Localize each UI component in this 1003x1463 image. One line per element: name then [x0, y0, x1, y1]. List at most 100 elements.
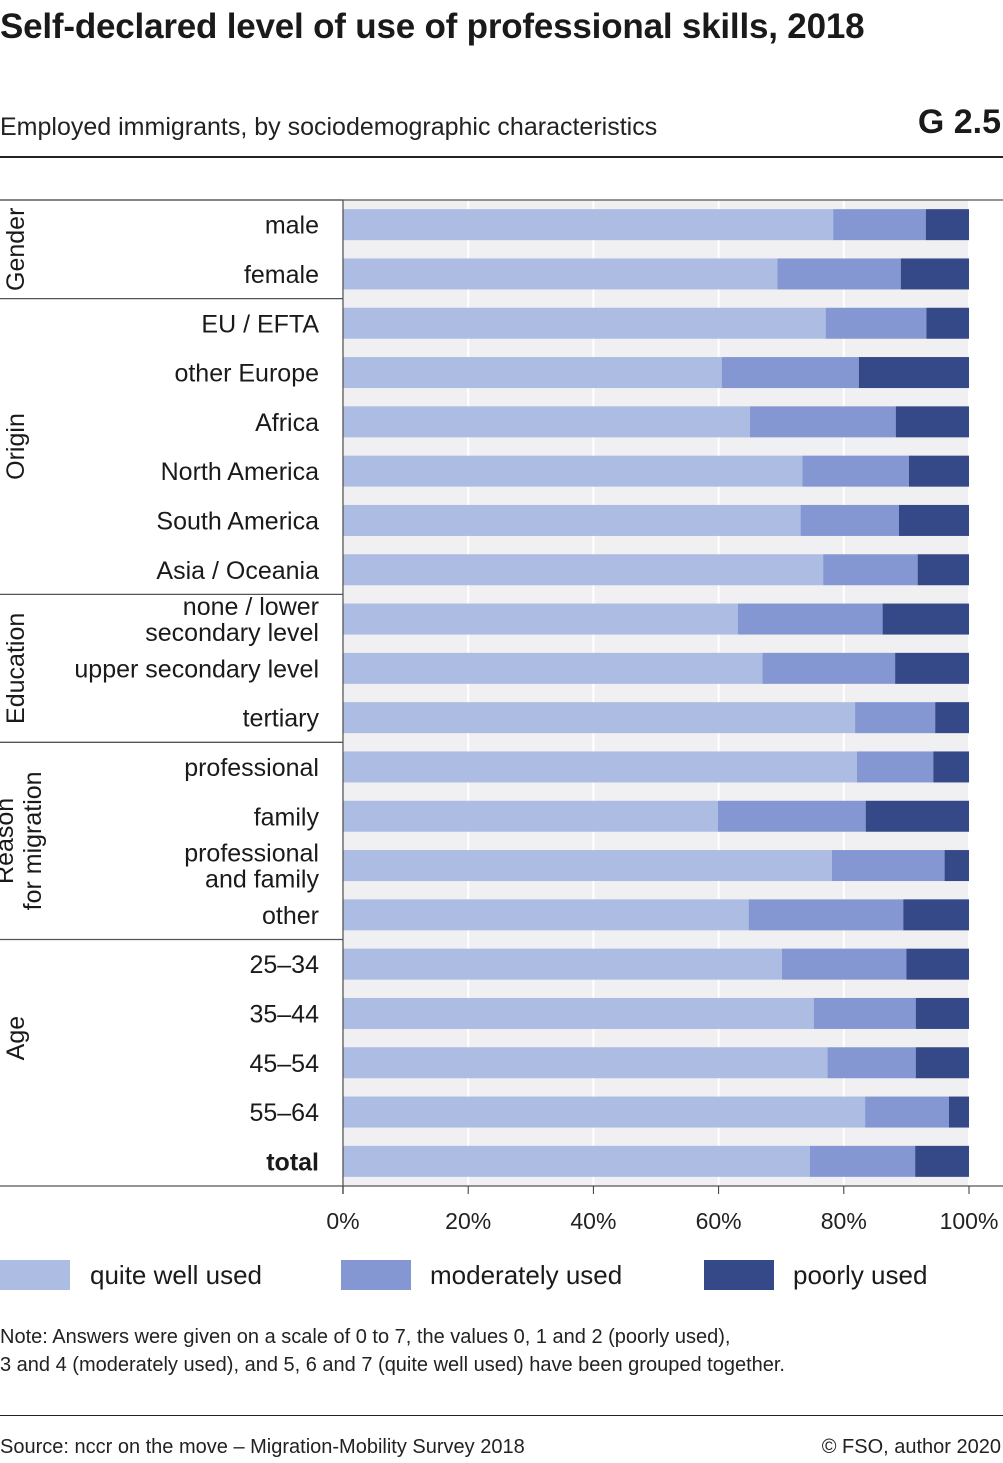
legend-label-poorly-used: poorly used — [793, 1260, 928, 1290]
bar-quite-well-used-other — [343, 899, 749, 931]
category-label-none-lower-secondary-level: none / lower secondary level — [145, 593, 319, 647]
header-rule — [0, 156, 1003, 158]
bar-moderately-used-professional — [856, 751, 934, 783]
category-label-total: total — [266, 1148, 319, 1176]
bar-moderately-used-45-54 — [827, 1047, 916, 1079]
bar-moderately-used-other-europe — [721, 357, 859, 389]
bar-quite-well-used-asia-oceania — [343, 554, 824, 586]
bar-moderately-used-tertiary — [855, 702, 936, 734]
category-label-35-44: 35–44 — [249, 1000, 319, 1028]
bar-quite-well-used-south-america — [343, 504, 801, 536]
category-label-other-europe: other Europe — [174, 360, 319, 388]
bar-moderately-used-male — [833, 209, 926, 241]
bar-poorly-used-25-34 — [906, 948, 969, 980]
chart-subtitle: Employed immigrants, by sociodemographic… — [0, 113, 658, 141]
x-tick-label: 0% — [326, 1208, 359, 1234]
bar-poorly-used-45-54 — [915, 1047, 969, 1079]
chart-note: Note: Answers were given on a scale of 0… — [0, 1323, 1000, 1379]
category-label-upper-secondary-level: upper secondary level — [74, 655, 319, 683]
bar-poorly-used-55-64 — [948, 1096, 969, 1128]
bar-poorly-used-35-44 — [915, 997, 969, 1029]
bar-poorly-used-professional-and-family — [944, 850, 969, 882]
bar-moderately-used-55-64 — [865, 1096, 949, 1128]
bar-poorly-used-male — [925, 209, 969, 241]
bar-poorly-used-female — [900, 258, 969, 290]
category-label-family: family — [254, 803, 320, 831]
category-label-north-america: North America — [161, 458, 319, 486]
bar-quite-well-used-tertiary — [343, 702, 856, 734]
category-label-professional: professional — [184, 754, 319, 782]
category-label-female: female — [244, 261, 319, 289]
bar-moderately-used-25-34 — [781, 948, 907, 980]
x-tick-label: 20% — [445, 1208, 491, 1234]
bar-quite-well-used-35-44 — [343, 997, 814, 1029]
bar-quite-well-used-male — [343, 209, 834, 241]
bar-poorly-used-total — [915, 1145, 969, 1177]
bar-quite-well-used-eu-efta — [343, 307, 826, 339]
x-tick-label: 60% — [696, 1208, 742, 1234]
bar-poorly-used-none-lower-secondary-level — [882, 603, 969, 635]
bar-poorly-used-other-europe — [858, 357, 969, 389]
bar-quite-well-used-professional-and-family — [343, 850, 832, 882]
bar-quite-well-used-africa — [343, 406, 750, 438]
bar-poorly-used-south-america — [898, 504, 969, 536]
bar-quite-well-used-45-54 — [343, 1047, 828, 1079]
bar-poorly-used-other — [903, 899, 969, 931]
category-label-45-54: 45–54 — [249, 1050, 319, 1078]
bar-poorly-used-asia-oceania — [917, 554, 969, 586]
x-tick-label: 100% — [940, 1208, 999, 1234]
bar-moderately-used-other — [748, 899, 904, 931]
plot-area — [343, 200, 969, 1186]
note-line-2: 3 and 4 (moderately used), and 5, 6 and … — [0, 1354, 785, 1376]
bar-quite-well-used-family — [343, 800, 718, 832]
category-label-other: other — [262, 902, 319, 930]
group-label-age: Age — [2, 1016, 30, 1060]
bar-moderately-used-35-44 — [813, 997, 916, 1029]
x-tick-label: 40% — [570, 1208, 616, 1234]
bar-poorly-used-upper-secondary-level — [895, 652, 969, 684]
bar-quite-well-used-none-lower-secondary-level — [343, 603, 739, 635]
bar-quite-well-used-north-america — [343, 455, 803, 487]
bar-moderately-used-asia-oceania — [823, 554, 918, 586]
chart-id: G 2.5 — [917, 103, 1001, 141]
stacked-bar-chart: male female EU / EFTA other Europe Africa Nor… — [0, 199, 1003, 1234]
bar-quite-well-used-55-64 — [343, 1096, 866, 1128]
bar-poorly-used-tertiary — [935, 702, 969, 734]
bar-poorly-used-north-america — [908, 455, 969, 487]
bar-quite-well-used-total — [343, 1145, 810, 1177]
footer-rule — [0, 1415, 1003, 1416]
bar-poorly-used-professional — [933, 751, 969, 783]
chart-legend: quite well used moderately used poorly u… — [0, 1258, 1003, 1298]
bar-moderately-used-female — [777, 258, 901, 290]
source-text: Source: nccr on the move – Migration-Mob… — [0, 1436, 525, 1458]
credit-text: © FSO, author 2020 — [821, 1436, 1001, 1458]
legend-swatch-quite-well-used — [0, 1260, 70, 1290]
category-label-male: male — [265, 212, 319, 240]
category-label-asia-oceania: Asia / Oceania — [156, 557, 319, 585]
group-label-reason-for-migration: Reasonfor migration — [0, 771, 47, 910]
category-label-25-34: 25–34 — [249, 951, 319, 979]
bar-poorly-used-family — [865, 800, 969, 832]
bar-quite-well-used-25-34 — [343, 948, 782, 980]
legend-swatch-moderately-used — [341, 1260, 411, 1290]
category-label-africa: Africa — [255, 409, 319, 437]
bar-moderately-used-family — [717, 800, 866, 832]
group-label-education: Education — [2, 613, 30, 724]
bar-quite-well-used-female — [343, 258, 778, 290]
note-line-1: Note: Answers were given on a scale of 0… — [0, 1326, 731, 1348]
bar-quite-well-used-other-europe — [343, 357, 722, 389]
category-label-professional-and-family: professional and family — [184, 840, 319, 894]
bar-poorly-used-eu-efta — [926, 307, 969, 339]
category-label-south-america: South America — [156, 507, 319, 535]
bar-moderately-used-north-america — [802, 455, 909, 487]
chart-title: Self-declared level of use of profession… — [0, 7, 865, 46]
legend-label-quite-well-used: quite well used — [90, 1260, 262, 1290]
legend-label-moderately-used: moderately used — [430, 1260, 623, 1290]
category-label-tertiary: tertiary — [243, 705, 320, 733]
bar-quite-well-used-upper-secondary-level — [343, 652, 763, 684]
bar-moderately-used-upper-secondary-level — [762, 652, 896, 684]
category-label-eu-efta: EU / EFTA — [201, 310, 319, 338]
category-label-55-64: 55–64 — [249, 1099, 319, 1127]
bar-moderately-used-eu-efta — [825, 307, 927, 339]
bar-moderately-used-africa — [749, 406, 896, 438]
